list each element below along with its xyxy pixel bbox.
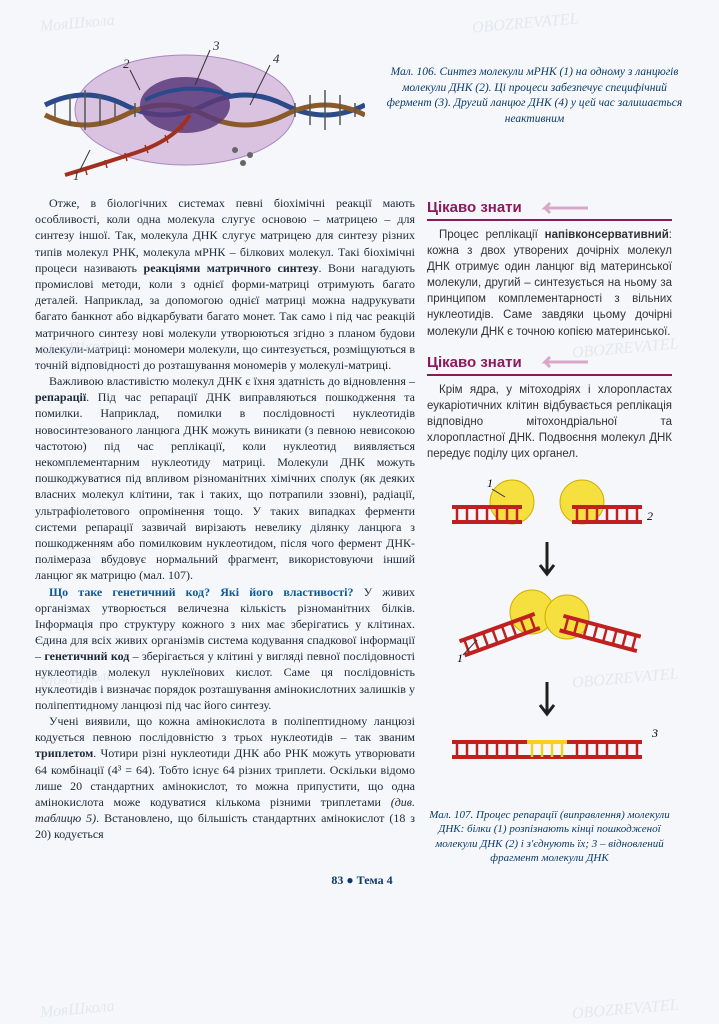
svg-text:4: 4 bbox=[273, 51, 280, 66]
arrow-icon bbox=[530, 201, 590, 215]
arrow-icon bbox=[530, 355, 590, 369]
paragraph-1: Отже, в біологічних системах певні біохі… bbox=[35, 195, 415, 373]
svg-text:2: 2 bbox=[123, 56, 130, 71]
figure-106-section: 1 2 3 4 Мал. 106. Синтез молекули мРНК (… bbox=[35, 35, 689, 185]
figure-107-diagram: 1 2 bbox=[427, 472, 672, 802]
figure-106-caption: Мал. 106. Синтез молекули мРНК (1) на од… bbox=[380, 35, 689, 185]
paragraph-4: Учені виявили, що кожна амінокислота в п… bbox=[35, 713, 415, 843]
figure-107-caption: Мал. 107. Процес репарації (виправлення)… bbox=[427, 808, 672, 865]
svg-text:1: 1 bbox=[73, 168, 80, 183]
cikavo-body-1: Процес реплікації напівконсервативний: к… bbox=[427, 227, 672, 340]
figure-106-diagram: 1 2 3 4 bbox=[35, 35, 365, 185]
cikavo-header-1: Цікаво знати bbox=[427, 195, 672, 219]
svg-text:2: 2 bbox=[647, 509, 653, 523]
cikavo-body-2: Крім ядра, у мітоходріях і хлоропластах … bbox=[427, 382, 672, 462]
paragraph-2: Важливою властивістю молекул ДНК є їхня … bbox=[35, 373, 415, 583]
main-columns: Отже, в біологічних системах певні біохі… bbox=[35, 195, 689, 865]
svg-text:1: 1 bbox=[487, 476, 493, 490]
svg-text:1: 1 bbox=[457, 651, 463, 665]
cikavo-header-2: Цікаво знати bbox=[427, 350, 672, 374]
paragraph-3: Що таке генетичний код? Які його властив… bbox=[35, 584, 415, 714]
watermark: МояШкола bbox=[39, 998, 115, 1022]
svg-text:3: 3 bbox=[651, 726, 658, 740]
page-footer: 83 ● Тема 4 bbox=[35, 873, 689, 888]
watermark: OBOZREVATEL bbox=[572, 996, 680, 1023]
sidebar-column: Цікаво знати Процес реплікації напівконс… bbox=[427, 195, 672, 865]
svg-text:3: 3 bbox=[212, 38, 220, 53]
body-text-column: Отже, в біологічних системах певні біохі… bbox=[35, 195, 415, 865]
page-content: 1 2 3 4 Мал. 106. Синтез молекули мРНК (… bbox=[0, 0, 719, 898]
